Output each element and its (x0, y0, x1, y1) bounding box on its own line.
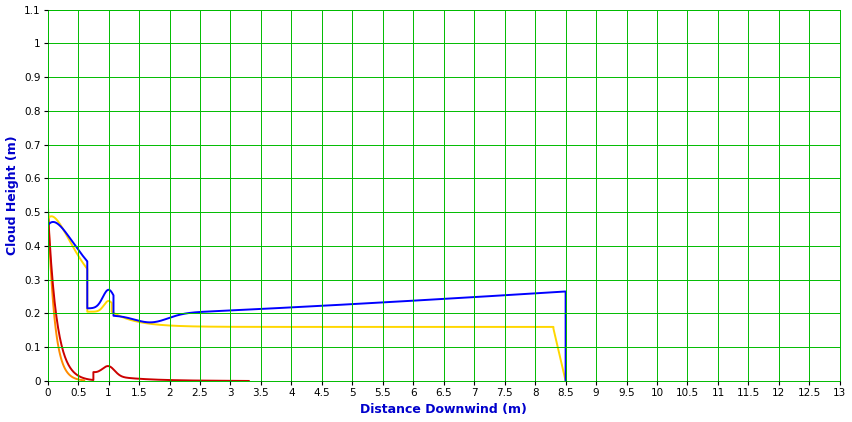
Y-axis label: Cloud Height (m): Cloud Height (m) (6, 135, 19, 255)
X-axis label: Distance Downwind (m): Distance Downwind (m) (360, 403, 527, 417)
